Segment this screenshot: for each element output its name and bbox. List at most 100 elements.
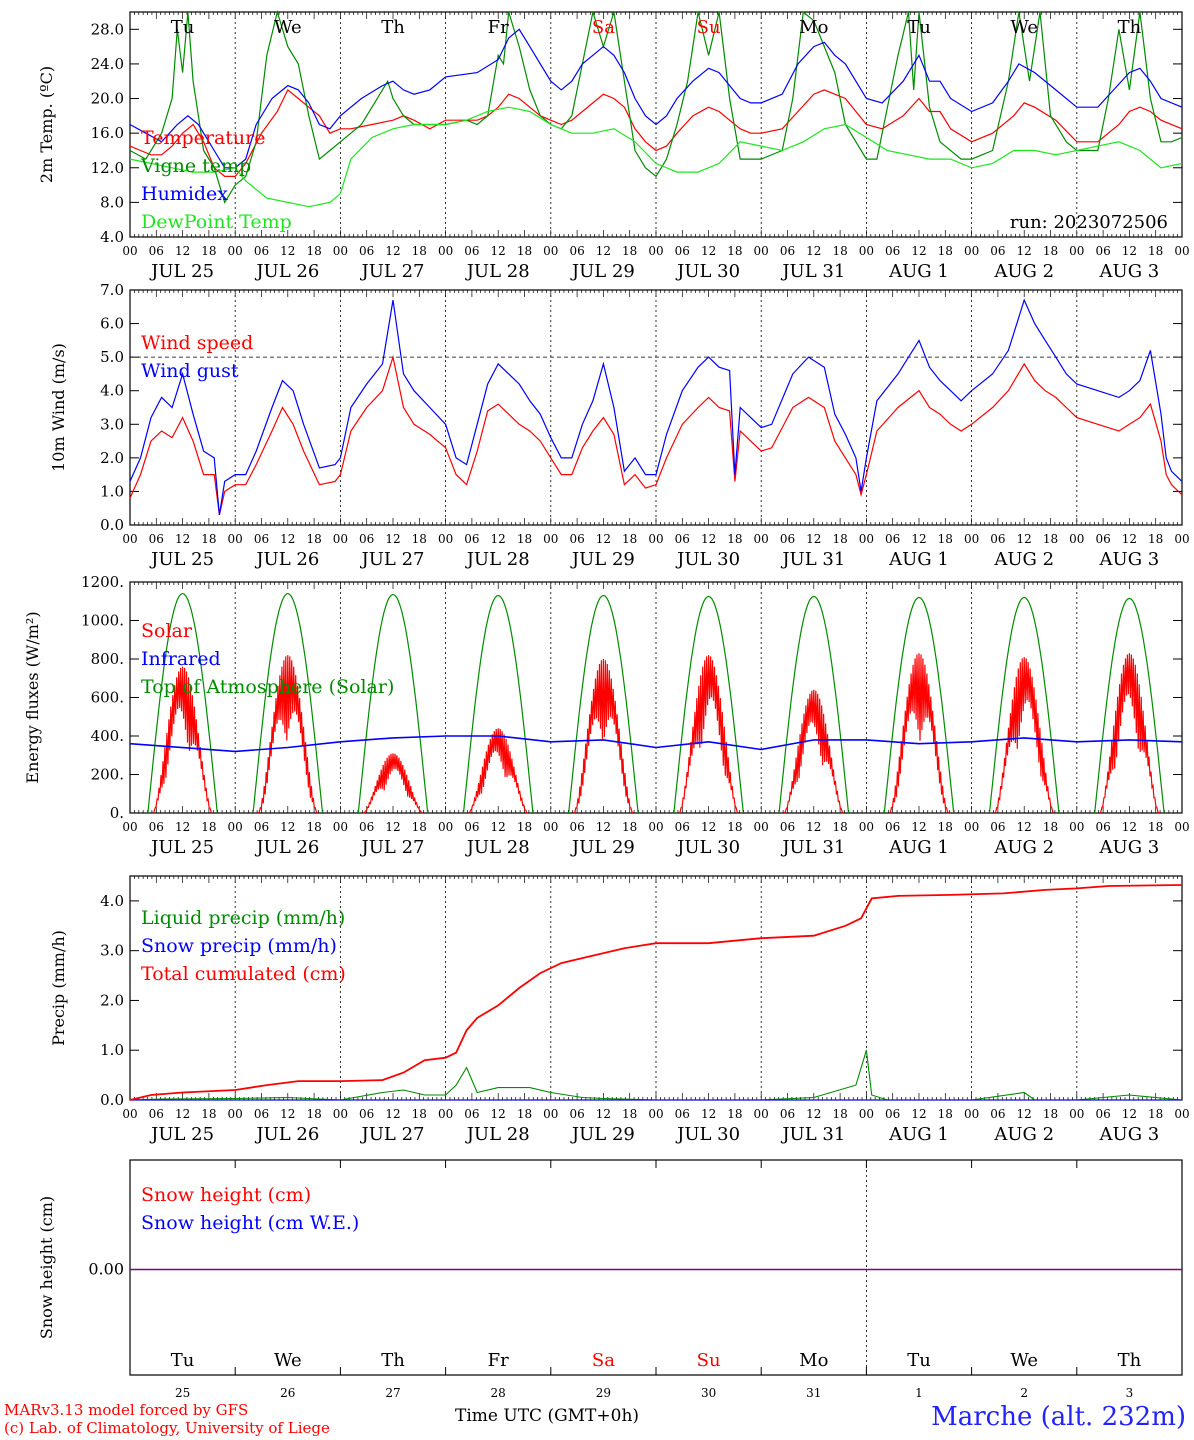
y-tick-label: 28.0 (91, 20, 124, 38)
weekday-label: Su (697, 1350, 721, 1371)
weekday-label: Mo (799, 1350, 828, 1371)
date-label: JUL 28 (465, 1124, 530, 1145)
series-line-humidex (129, 28, 1183, 169)
hour-tick-label: 06 (1095, 532, 1110, 546)
hour-tick-label: 18 (412, 1107, 427, 1121)
hour-tick-label: 18 (201, 532, 216, 546)
series-line-dewpoint-temp (129, 106, 1183, 208)
series-line-solar-day (152, 666, 213, 814)
hour-tick-label: 12 (701, 244, 716, 258)
hour-tick-label: 06 (254, 532, 269, 546)
y-tick-label: 0.0 (100, 1091, 124, 1109)
series-line-solar-day (257, 655, 318, 814)
y-tick-label: 1000. (81, 612, 124, 630)
hour-tick-label: 12 (1017, 1107, 1032, 1121)
hour-tick-label: 12 (1122, 244, 1137, 258)
weekday-label: Th (381, 1350, 405, 1371)
date-label: JUL 28 (465, 261, 530, 282)
hour-tick-label: 12 (701, 532, 716, 546)
hour-tick-label: 00 (333, 820, 348, 834)
series-line-toa-day (252, 592, 324, 814)
date-label: JUL 31 (780, 1124, 845, 1145)
hour-tick-label: 00 (1069, 244, 1084, 258)
hour-tick-label: 18 (622, 532, 637, 546)
hour-tick-label: 18 (517, 244, 532, 258)
hour-tick-label: 12 (491, 1107, 506, 1121)
y-tick-label: 1.0 (100, 482, 124, 500)
hour-tick-label: 00 (648, 820, 663, 834)
legend-entry: Snow precip (mm/h) (141, 935, 337, 957)
hour-tick-label: 06 (990, 532, 1005, 546)
y-tick-label: 200. (91, 766, 124, 784)
hour-tick-label: 06 (780, 1107, 795, 1121)
legend-entry: Top of Atmosphere (Solar) (141, 676, 394, 698)
legend-entry: DewPoint Temp (141, 211, 292, 233)
date-label: JUL 28 (465, 549, 530, 570)
date-label: JUL 27 (360, 837, 425, 858)
weekday-label: Th (1118, 1350, 1142, 1371)
hour-tick-label: 12 (280, 532, 295, 546)
y-tick-label: 400. (91, 727, 124, 745)
hour-tick-label: 06 (464, 820, 479, 834)
hour-tick-label: 18 (832, 244, 847, 258)
series-line-toa-day (568, 594, 639, 814)
hour-tick-label: 06 (885, 244, 900, 258)
hour-tick-label: 18 (832, 1107, 847, 1121)
hour-tick-label: 12 (385, 532, 400, 546)
series-line-total (129, 884, 1183, 1101)
hour-tick-label: 00 (964, 820, 979, 834)
hour-tick-label: 18 (938, 244, 953, 258)
date-label: JUL 29 (570, 549, 635, 570)
hour-tick-label: 06 (675, 1107, 690, 1121)
y-axis-label: Snow height (cm) (37, 1196, 56, 1339)
legend-entry: Solar (141, 620, 193, 642)
hour-tick-label: 06 (254, 1107, 269, 1121)
y-tick-label: 3.0 (100, 415, 124, 433)
hour-tick-label: 00 (1069, 532, 1084, 546)
date-label: JUL 25 (149, 837, 214, 858)
hour-tick-label: 06 (990, 1107, 1005, 1121)
hour-tick-label: 12 (806, 532, 821, 546)
legend-entry: Humidex (141, 183, 228, 205)
hour-tick-label: 06 (780, 532, 795, 546)
day-number-label: 31 (806, 1386, 821, 1400)
date-label: AUG 1 (888, 261, 949, 282)
y-tick-label: 3.0 (100, 942, 124, 960)
date-label: AUG 1 (888, 1124, 949, 1145)
date-label: AUG 3 (1099, 549, 1160, 570)
day-number-label: 27 (385, 1386, 400, 1400)
hour-tick-label: 06 (359, 820, 374, 834)
y-tick-label: 7.0 (100, 281, 124, 299)
hour-tick-label: 06 (149, 1107, 164, 1121)
date-label: JUL 29 (570, 261, 635, 282)
hour-tick-label: 18 (517, 532, 532, 546)
y-tick-label: 6.0 (100, 315, 124, 333)
hour-tick-label: 06 (885, 820, 900, 834)
series-line-solar-day (1099, 653, 1160, 814)
y-tick-label: 20.0 (91, 90, 124, 108)
hour-tick-label: 00 (543, 1107, 558, 1121)
hour-tick-label: 00 (1069, 1107, 1084, 1121)
hour-tick-label: 06 (464, 244, 479, 258)
hour-tick-label: 06 (1095, 820, 1110, 834)
hour-tick-label: 12 (1122, 532, 1137, 546)
weekday-label: Tu (171, 17, 195, 38)
date-label: JUL 26 (254, 1124, 319, 1145)
weekday-label: Sa (592, 1350, 615, 1371)
series-line-toa-day (883, 596, 955, 814)
hour-tick-label: 18 (727, 532, 742, 546)
weekday-label: Th (1118, 17, 1142, 38)
hour-tick-label: 00 (438, 1107, 453, 1121)
series-line-vigne-temp (129, 9, 1183, 204)
date-label: JUL 31 (780, 261, 845, 282)
hour-tick-label: 12 (596, 820, 611, 834)
hour-tick-label: 12 (911, 1107, 926, 1121)
hour-tick-label: 06 (675, 244, 690, 258)
hour-tick-label: 18 (201, 820, 216, 834)
weekday-label: Sa (592, 17, 615, 38)
hour-tick-label: 12 (175, 1107, 190, 1121)
hour-tick-label: 18 (1148, 244, 1163, 258)
hour-tick-label: 00 (333, 244, 348, 258)
date-label: JUL 30 (675, 549, 740, 570)
date-label: AUG 1 (888, 549, 949, 570)
